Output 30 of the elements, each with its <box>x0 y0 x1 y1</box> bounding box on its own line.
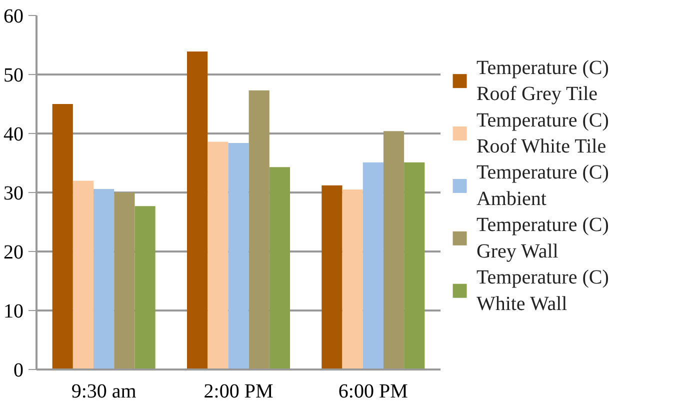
bar <box>322 185 342 370</box>
y-tick-label: 30 <box>4 182 24 204</box>
x-tick-label: 2:00 PM <box>204 380 274 402</box>
y-tick-label: 20 <box>4 242 24 264</box>
bar <box>228 142 249 370</box>
legend-label: Temperature (C) White Wall <box>476 266 609 316</box>
y-tick-label: 10 <box>4 300 24 322</box>
bar <box>94 188 114 370</box>
legend-label: Temperature (C) Roof White Tile <box>476 109 609 158</box>
x-tick-label: 6:00 PM <box>338 380 408 402</box>
legend-label: Temperature (C) Ambient <box>476 162 609 210</box>
bar <box>208 142 228 370</box>
bar <box>383 131 404 370</box>
y-tick-label: 40 <box>4 124 24 146</box>
y-tick-label: 0 <box>14 360 24 382</box>
y-tick-label: 50 <box>4 64 24 86</box>
bar <box>52 104 73 370</box>
y-tick-label: 60 <box>4 6 24 28</box>
bar <box>404 162 425 370</box>
x-tick-label: 9:30 am <box>71 380 137 402</box>
bar <box>114 192 135 370</box>
bar <box>186 51 208 370</box>
legend-label: Temperature (C) Grey Wall <box>476 214 609 263</box>
bar <box>269 167 290 370</box>
bar <box>362 162 384 370</box>
bar <box>134 206 156 370</box>
bar <box>248 90 270 370</box>
bar <box>342 190 363 370</box>
legend-label: Temperature (C) Roof Grey Tile <box>476 56 609 106</box>
bar <box>72 180 94 370</box>
